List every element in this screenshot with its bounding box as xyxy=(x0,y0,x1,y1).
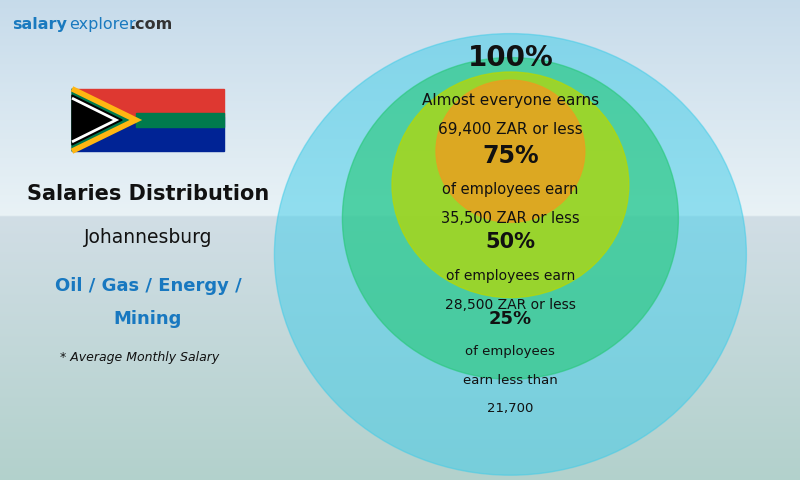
Text: 75%: 75% xyxy=(482,144,538,168)
Text: 21,700: 21,700 xyxy=(487,402,534,416)
Text: salary: salary xyxy=(12,17,67,32)
Text: Salaries Distribution: Salaries Distribution xyxy=(27,184,269,204)
Text: 25%: 25% xyxy=(489,310,532,328)
Text: earn less than: earn less than xyxy=(463,373,558,387)
Polygon shape xyxy=(72,89,136,151)
Text: .com: .com xyxy=(130,17,173,32)
Text: 35,500 ZAR or less: 35,500 ZAR or less xyxy=(441,211,580,226)
Text: of employees earn: of employees earn xyxy=(446,269,575,283)
Polygon shape xyxy=(72,95,122,145)
Text: Johannesburg: Johannesburg xyxy=(84,228,212,247)
Text: explorer: explorer xyxy=(70,17,136,32)
Ellipse shape xyxy=(436,80,585,222)
Bar xyxy=(72,89,224,117)
Text: * Average Monthly Salary: * Average Monthly Salary xyxy=(60,351,220,364)
Bar xyxy=(72,117,224,151)
Ellipse shape xyxy=(274,34,746,475)
Text: 100%: 100% xyxy=(467,44,554,72)
Bar xyxy=(136,112,224,128)
Text: 50%: 50% xyxy=(486,232,535,252)
Text: of employees: of employees xyxy=(466,345,555,358)
Ellipse shape xyxy=(392,72,629,298)
Text: Almost everyone earns: Almost everyone earns xyxy=(422,93,599,108)
Text: Oil / Gas / Energy /: Oil / Gas / Energy / xyxy=(54,276,242,295)
Text: 69,400 ZAR or less: 69,400 ZAR or less xyxy=(438,122,582,137)
Text: Mining: Mining xyxy=(114,310,182,328)
Text: of employees earn: of employees earn xyxy=(442,182,578,197)
Text: 28,500 ZAR or less: 28,500 ZAR or less xyxy=(445,298,576,312)
Ellipse shape xyxy=(342,58,678,379)
